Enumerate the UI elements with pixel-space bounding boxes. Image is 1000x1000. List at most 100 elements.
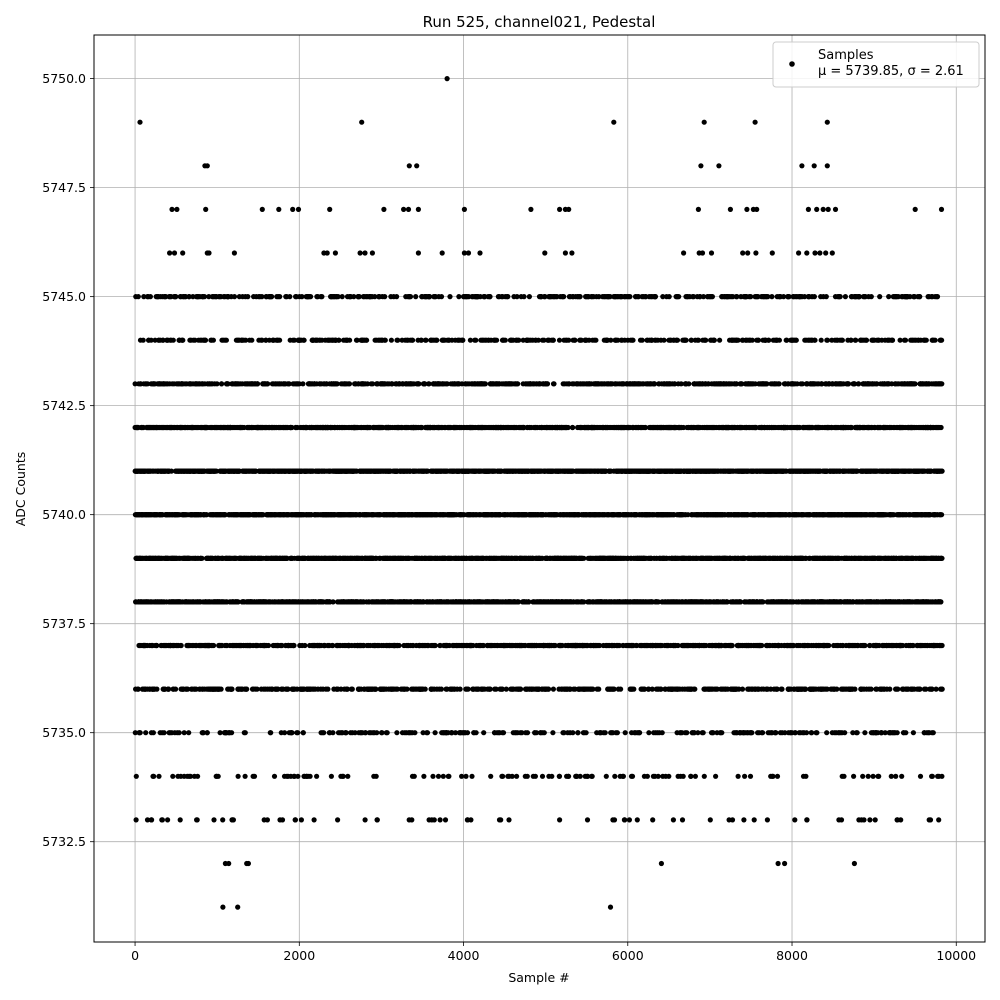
sample-point <box>347 337 353 343</box>
sample-point <box>457 686 463 692</box>
sample-point <box>539 773 546 779</box>
sample-point <box>411 773 417 779</box>
sample-point <box>345 773 351 779</box>
sample-point <box>147 294 153 300</box>
sample-point <box>186 294 192 300</box>
sample-point <box>148 337 154 343</box>
sample-point <box>330 730 336 736</box>
sample-point <box>424 730 431 736</box>
sample-point <box>170 337 176 343</box>
sample-point <box>173 686 179 692</box>
sample-point <box>265 381 271 387</box>
sample-point <box>202 337 209 343</box>
sample-point <box>404 686 410 692</box>
sample-point <box>526 294 533 300</box>
sample-point <box>503 686 509 692</box>
sample-point <box>388 337 394 343</box>
sample-point <box>259 337 265 343</box>
sample-point <box>431 817 437 823</box>
sample-point <box>271 773 278 779</box>
sample-point <box>231 294 238 300</box>
sample-point <box>206 294 212 300</box>
sample-point <box>416 381 422 387</box>
sample-point <box>301 337 307 343</box>
sample-point <box>423 337 429 343</box>
sample-point <box>410 337 416 343</box>
sample-point <box>384 730 390 736</box>
sample-point <box>396 642 402 649</box>
sample-point <box>468 817 474 823</box>
sample-point <box>432 730 438 736</box>
sample-point <box>176 730 182 736</box>
sample-point <box>394 730 400 736</box>
sample-point <box>219 381 225 387</box>
sample-point <box>298 817 304 823</box>
sample-point <box>382 294 388 300</box>
sample-point <box>173 294 179 300</box>
sample-point <box>364 337 370 343</box>
sample-point <box>159 817 165 823</box>
sample-point <box>295 773 301 779</box>
sample-point <box>249 337 255 343</box>
sample-point <box>255 381 261 387</box>
sample-point <box>218 686 224 692</box>
sample-point <box>214 381 220 387</box>
sample-point <box>521 294 527 300</box>
sample-point <box>346 381 353 387</box>
sample-point <box>289 424 295 431</box>
sample-point <box>473 337 479 343</box>
sample-point <box>413 294 419 300</box>
sample-point <box>265 642 272 649</box>
sample-point <box>186 730 192 736</box>
sample-point <box>254 686 260 692</box>
sample-point <box>161 730 167 736</box>
sample-point <box>463 773 469 779</box>
sample-point <box>311 817 317 823</box>
sample-point <box>314 773 320 779</box>
sample-point <box>150 730 156 736</box>
sample-point <box>166 686 172 692</box>
sample-point <box>268 730 274 736</box>
sample-point <box>210 337 216 343</box>
sample-point <box>524 773 530 779</box>
sample-point <box>460 337 466 343</box>
sample-point <box>137 730 143 736</box>
sample-point <box>336 337 342 343</box>
sample-point <box>500 773 506 779</box>
sample-point <box>140 337 146 343</box>
sample-point <box>434 337 440 343</box>
sample-point <box>494 337 500 343</box>
sample-point <box>133 817 139 823</box>
sample-point <box>200 730 206 736</box>
sample-point <box>456 294 462 300</box>
sample-point <box>465 686 471 692</box>
sample-point <box>165 817 171 823</box>
sample-point <box>160 337 166 343</box>
sample-point <box>285 686 291 692</box>
sample-point <box>235 773 241 779</box>
sample-point <box>487 686 493 692</box>
sample-point <box>194 817 200 823</box>
sample-point <box>177 817 183 823</box>
sample-point <box>514 773 520 779</box>
sample-point <box>498 817 504 823</box>
sample-point <box>243 337 249 343</box>
sample-point <box>199 555 205 561</box>
sample-point <box>132 381 138 387</box>
sample-point <box>154 642 160 649</box>
sample-point <box>135 686 141 692</box>
sample-point <box>295 730 301 736</box>
sample-point <box>407 294 414 300</box>
sample-point <box>229 686 235 692</box>
sample-point <box>292 817 298 823</box>
sample-point <box>435 773 442 779</box>
sample-point <box>201 294 208 300</box>
sample-point <box>307 773 313 779</box>
sample-point <box>235 599 241 605</box>
sample-point <box>168 468 174 474</box>
sample-point <box>339 294 345 300</box>
sample-point <box>154 686 160 692</box>
grid-layer <box>94 35 985 942</box>
sample-point <box>145 381 151 387</box>
